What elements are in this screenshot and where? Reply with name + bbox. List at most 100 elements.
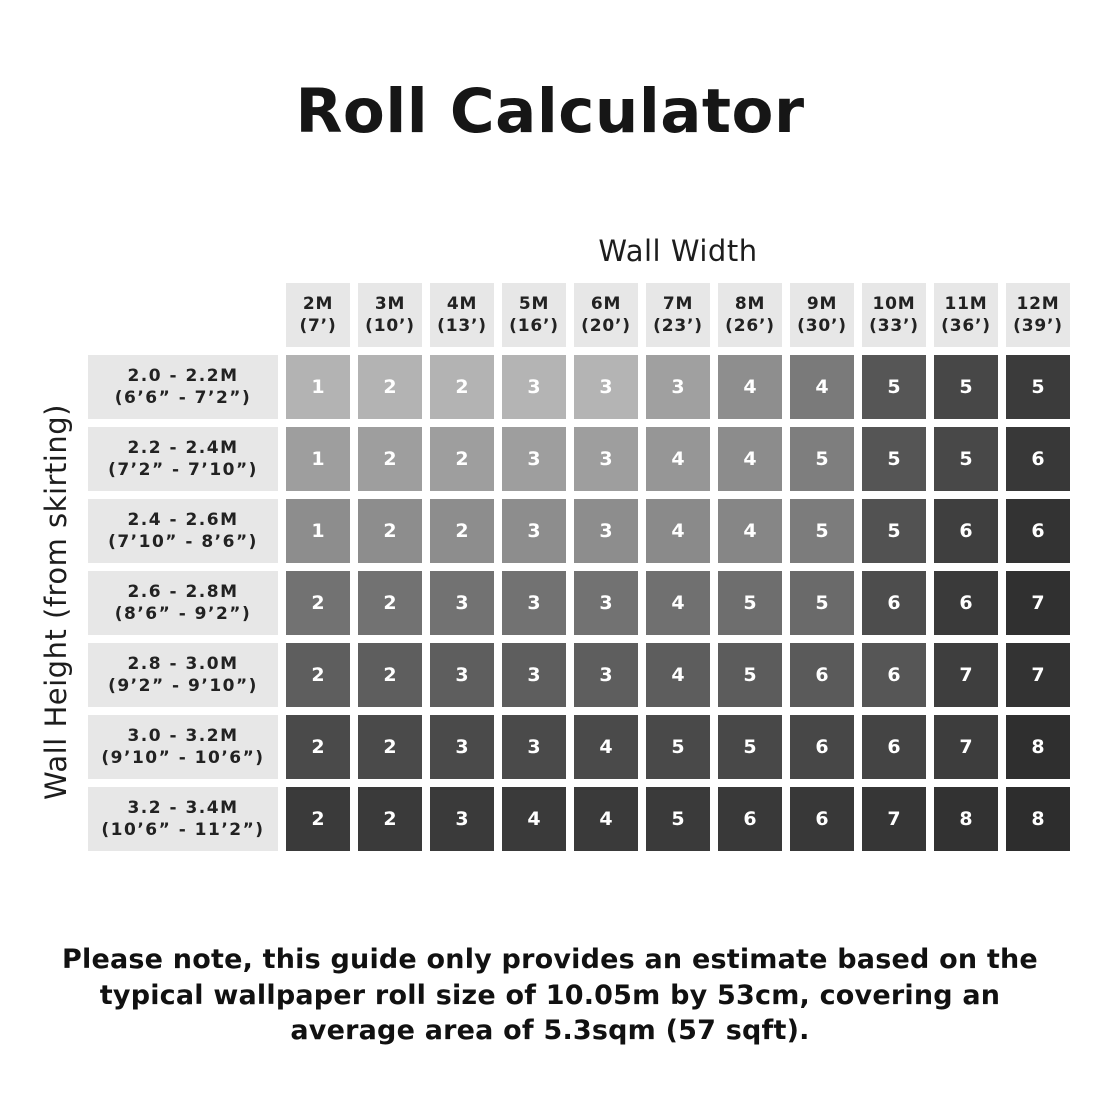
row-header-4-meters: 2.8 - 3.0M <box>127 653 239 674</box>
column-header-5m-meters: 5M <box>518 293 550 314</box>
column-header-5m: 5M (16’) <box>502 283 566 347</box>
column-header-10m: 10M (33’) <box>862 283 926 347</box>
column-header-7m-feet: (23’) <box>653 316 703 336</box>
roll-count-cell: 3 <box>574 643 638 707</box>
roll-count-cell: 7 <box>934 715 998 779</box>
roll-count-cell: 2 <box>286 787 350 851</box>
column-axis-label: Wall Width <box>598 234 758 268</box>
roll-count-cell: 2 <box>286 715 350 779</box>
roll-count-cell: 6 <box>790 643 854 707</box>
roll-count-cell: 3 <box>502 355 566 419</box>
roll-count-cell: 3 <box>502 499 566 563</box>
roll-count-cell: 5 <box>862 499 926 563</box>
roll-count-cell: 3 <box>574 499 638 563</box>
roll-count-cell: 6 <box>1006 427 1070 491</box>
roll-count-cell: 2 <box>358 499 422 563</box>
row-header-4-feet: (9’2” - 9’10”) <box>108 676 258 696</box>
column-header-2m: 2M (7’) <box>286 283 350 347</box>
column-header-3m-meters: 3M <box>374 293 406 314</box>
roll-count-cell: 4 <box>574 787 638 851</box>
roll-count-cell: 3 <box>502 715 566 779</box>
roll-count-cell: 7 <box>862 787 926 851</box>
roll-count-cell: 7 <box>1006 643 1070 707</box>
roll-count-cell: 3 <box>502 427 566 491</box>
row-header-5-feet: (9’10” - 10’6”) <box>101 748 265 768</box>
roll-count-cell: 3 <box>574 427 638 491</box>
row-header-6: 3.2 - 3.4M (10’6” - 11’2”) <box>88 787 278 851</box>
roll-count-cell: 6 <box>790 787 854 851</box>
roll-count-cell: 3 <box>502 643 566 707</box>
roll-count-cell: 7 <box>1006 571 1070 635</box>
roll-count-cell: 5 <box>934 355 998 419</box>
roll-count-cell: 6 <box>790 715 854 779</box>
roll-count-cell: 5 <box>646 715 710 779</box>
disclaimer-note: Please note, this guide only provides an… <box>62 944 1038 1047</box>
roll-count-cell: 5 <box>1006 355 1070 419</box>
roll-count-cell: 4 <box>646 571 710 635</box>
column-header-4m-feet: (13’) <box>437 316 487 336</box>
row-header-3: 2.6 - 2.8M (8’6” - 9’2”) <box>88 571 278 635</box>
roll-count-cell: 3 <box>574 355 638 419</box>
column-header-7m: 7M (23’) <box>646 283 710 347</box>
roll-count-cell: 5 <box>934 427 998 491</box>
column-header-5m-feet: (16’) <box>509 316 559 336</box>
roll-count-cell: 5 <box>862 355 926 419</box>
column-header-7m-meters: 7M <box>662 293 694 314</box>
roll-count-cell: 2 <box>430 499 494 563</box>
column-header-2m-meters: 2M <box>302 293 334 314</box>
roll-count-cell: 5 <box>646 787 710 851</box>
row-header-0-meters: 2.0 - 2.2M <box>127 365 239 386</box>
roll-count-cell: 2 <box>430 355 494 419</box>
row-header-1-feet: (7’2” - 7’10”) <box>108 460 258 480</box>
column-header-9m-feet: (30’) <box>797 316 847 336</box>
roll-count-cell: 4 <box>574 715 638 779</box>
roll-count-cell: 2 <box>358 571 422 635</box>
column-header-12m-feet: (39’) <box>1013 316 1063 336</box>
roll-count-cell: 2 <box>286 571 350 635</box>
roll-count-cell: 4 <box>790 355 854 419</box>
column-header-11m: 11M (36’) <box>934 283 998 347</box>
roll-count-cell: 6 <box>934 571 998 635</box>
roll-count-cell: 8 <box>1006 787 1070 851</box>
column-header-6m-meters: 6M <box>590 293 622 314</box>
column-header-12m: 12M (39’) <box>1006 283 1070 347</box>
row-header-5: 3.0 - 3.2M (9’10” - 10’6”) <box>88 715 278 779</box>
row-header-2-meters: 2.4 - 2.6M <box>127 509 239 530</box>
roll-count-cell: 4 <box>646 499 710 563</box>
column-header-4m-meters: 4M <box>446 293 478 314</box>
roll-count-cell: 4 <box>718 355 782 419</box>
roll-count-cell: 3 <box>646 355 710 419</box>
row-header-3-meters: 2.6 - 2.8M <box>127 581 239 602</box>
column-header-8m-meters: 8M <box>734 293 766 314</box>
row-header-0-feet: (6’6” - 7’2”) <box>114 388 252 408</box>
table-corner-spacer <box>88 283 278 347</box>
column-header-11m-feet: (36’) <box>941 316 991 336</box>
column-header-9m-meters: 9M <box>806 293 838 314</box>
roll-count-cell: 6 <box>862 643 926 707</box>
roll-count-cell: 3 <box>574 571 638 635</box>
roll-count-cell: 2 <box>358 643 422 707</box>
roll-count-cell: 4 <box>718 427 782 491</box>
row-header-2: 2.4 - 2.6M (7’10” - 8’6”) <box>88 499 278 563</box>
row-header-1-meters: 2.2 - 2.4M <box>127 437 239 458</box>
column-header-8m-feet: (26’) <box>725 316 775 336</box>
roll-count-cell: 7 <box>934 643 998 707</box>
roll-count-cell: 6 <box>934 499 998 563</box>
roll-count-cell: 5 <box>718 715 782 779</box>
column-header-10m-meters: 10M <box>872 293 916 314</box>
roll-count-cell: 5 <box>718 571 782 635</box>
column-header-3m: 3M (10’) <box>358 283 422 347</box>
roll-count-cell: 4 <box>718 499 782 563</box>
roll-count-cell: 4 <box>646 427 710 491</box>
roll-count-cell: 3 <box>430 715 494 779</box>
roll-count-cell: 2 <box>358 427 422 491</box>
page-title: Roll Calculator <box>295 76 805 147</box>
column-header-3m-feet: (10’) <box>365 316 415 336</box>
roll-count-cell: 3 <box>430 643 494 707</box>
roll-count-cell: 6 <box>862 571 926 635</box>
roll-count-cell: 3 <box>430 571 494 635</box>
row-header-3-feet: (8’6” - 9’2”) <box>114 604 252 624</box>
roll-count-cell: 5 <box>790 499 854 563</box>
row-header-4: 2.8 - 3.0M (9’2” - 9’10”) <box>88 643 278 707</box>
row-header-5-meters: 3.0 - 3.2M <box>127 725 239 746</box>
